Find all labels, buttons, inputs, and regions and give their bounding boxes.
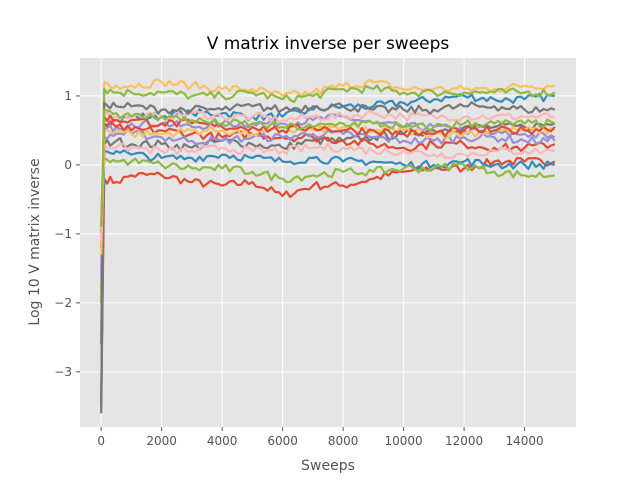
y-tick-label: −2 xyxy=(54,296,72,310)
y-tick-label: −1 xyxy=(54,227,72,241)
series-line xyxy=(100,108,556,228)
x-tick-label: 0 xyxy=(97,434,105,448)
y-tick-label: −3 xyxy=(54,365,72,379)
series-line xyxy=(100,114,556,228)
chart-title: V matrix inverse per sweeps xyxy=(207,34,450,54)
series-line xyxy=(100,101,556,345)
x-tick-label: 14000 xyxy=(505,434,543,448)
series-line xyxy=(100,84,556,303)
series-line xyxy=(100,142,555,241)
y-tick-label: 1 xyxy=(64,89,72,103)
x-ticks: 0 2000 4000 6000 8000 10000 12000 14000 xyxy=(97,427,544,448)
series-line xyxy=(100,78,556,338)
x-tick-label: 8000 xyxy=(328,434,359,448)
y-ticks: −3 −2 −1 0 1 xyxy=(54,89,80,379)
y-axis-label: Log 10 V matrix inverse xyxy=(27,158,43,325)
x-tick-label: 4000 xyxy=(207,434,238,448)
y-tick-label: 0 xyxy=(64,158,72,172)
x-tick-label: 6000 xyxy=(267,434,298,448)
x-tick-label: 10000 xyxy=(385,434,423,448)
x-tick-label: 2000 xyxy=(146,434,177,448)
series-line xyxy=(100,128,556,276)
series-line xyxy=(100,120,556,248)
x-axis-label: Sweeps xyxy=(301,458,355,474)
x-tick-label: 12000 xyxy=(445,434,483,448)
series-line xyxy=(100,156,555,231)
series-layer xyxy=(100,78,556,414)
series-line xyxy=(100,149,556,234)
